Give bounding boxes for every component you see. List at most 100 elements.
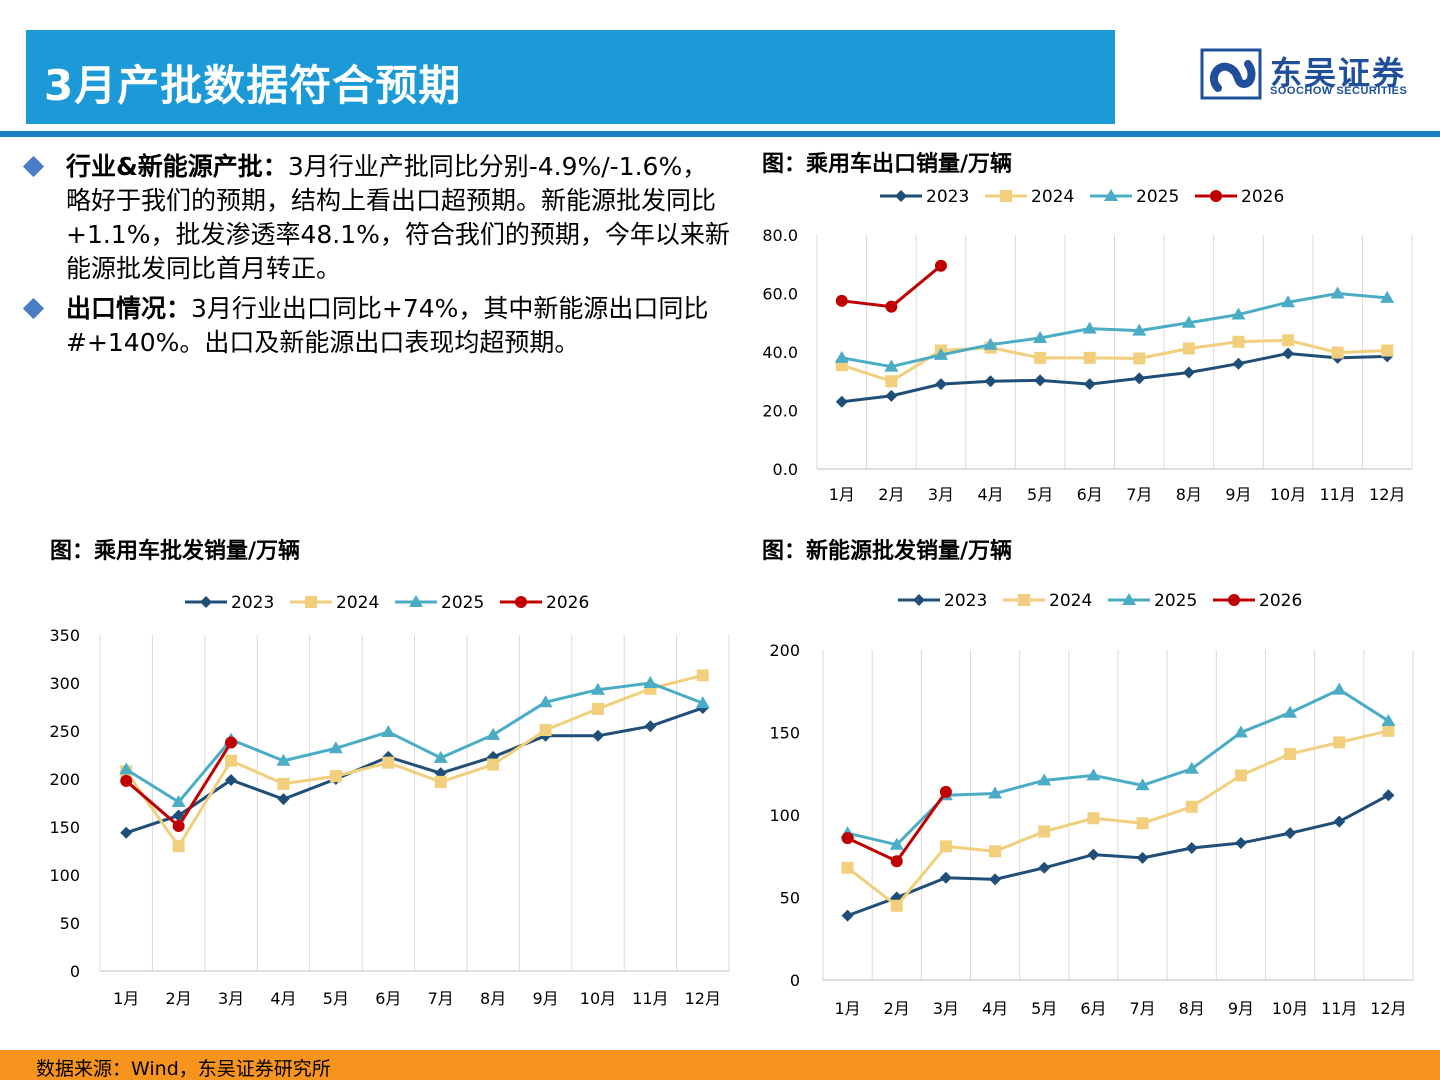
logo-cn-text: 东吴证券 [1270, 54, 1407, 92]
legend-label: 2024 [1049, 591, 1092, 611]
y-tick-label: 200 [769, 641, 800, 660]
company-logo: 东吴证券 SOOCHOW SECURITIES [1200, 44, 1420, 106]
x-tick-label: 4月 [977, 485, 1003, 504]
x-tick-label: 1月 [113, 989, 139, 1008]
data-point [934, 378, 947, 391]
data-point [1181, 315, 1196, 328]
data-point [538, 695, 553, 708]
data-point [835, 294, 848, 307]
x-tick-label: 3月 [933, 999, 959, 1018]
legend-marker [515, 596, 527, 608]
legend-marker [1210, 190, 1222, 202]
y-tick-label: 0 [790, 971, 800, 990]
y-tick-label: 350 [49, 626, 80, 645]
y-tick-label: 40.0 [762, 343, 798, 362]
x-tick-label: 9月 [532, 989, 558, 1008]
legend-label: 2025 [1154, 591, 1197, 611]
series-line-2026 [841, 264, 942, 309]
data-point [1136, 851, 1149, 864]
data-point [1282, 347, 1295, 360]
y-tick-label: 200 [49, 770, 80, 789]
series-2024 [841, 724, 1395, 912]
legend-item-2026: 2026 [1213, 591, 1302, 611]
x-tick-label: 3月 [928, 485, 954, 504]
legend-item-2024: 2024 [1003, 591, 1092, 611]
legend-marker [305, 596, 317, 608]
series-line-2024 [846, 729, 1389, 908]
y-tick-label: 150 [49, 818, 80, 837]
data-point [119, 762, 134, 775]
y-tick-label: 50 [60, 914, 80, 933]
data-point [1234, 837, 1247, 850]
series-2023 [841, 789, 1395, 922]
x-tick-label: 6月 [375, 989, 401, 1008]
data-point [834, 350, 849, 363]
x-tick-label: 9月 [1225, 485, 1251, 504]
series-2025 [119, 676, 710, 808]
data-point [1038, 861, 1051, 874]
legend-label: 2024 [336, 593, 379, 613]
data-point [885, 389, 898, 402]
data-point [1233, 725, 1248, 738]
data-point [1133, 372, 1146, 385]
y-tick-label: 0 [70, 962, 80, 981]
bullet-text: 3月行业出口同比+74%，其中新能源出口同比#+140%。出口及新能源出口表现均… [66, 294, 709, 357]
legend-item-2026: 2026 [500, 593, 589, 613]
legend-label: 2026 [1241, 187, 1284, 207]
x-tick-label: 7月 [1129, 999, 1155, 1018]
nev-chart-title: 图：新能源批发销量/万辆 [762, 539, 1013, 564]
legend-label: 2025 [1136, 187, 1179, 207]
wholesale-chart-title: 图：乘用车批发销量/万辆 [50, 539, 301, 564]
data-point [939, 840, 952, 853]
data-point [1232, 357, 1245, 370]
data-point [1136, 817, 1149, 830]
series-line-2025 [841, 291, 1388, 369]
data-point [933, 347, 948, 360]
legend: 2023 2024 2025 2026 [880, 187, 1284, 207]
bullet-list: 行业&新能源产批：3月行业产批同比分别-4.9%/-1.6%，略好于我们的预期，… [20, 150, 730, 366]
data-point [890, 855, 903, 868]
data-point [1381, 344, 1394, 357]
data-point [1185, 800, 1198, 813]
legend-item-2023: 2023 [880, 187, 969, 207]
data-point [841, 861, 854, 874]
data-point [644, 720, 657, 733]
legend-marker [1104, 189, 1118, 201]
data-point [988, 786, 1003, 799]
data-point [890, 899, 903, 912]
data-point [590, 682, 605, 695]
data-point [1083, 351, 1096, 364]
nev-chart: 0 50 100 150 200 1月 2月 3月 4月 5月 6月 7月 8月 9月 10月 11月 12月 2… [769, 591, 1414, 1018]
diamond-bullet-icon [22, 297, 45, 320]
x-tick-label: 10月 [580, 989, 616, 1008]
x-tick-label: 10月 [1270, 485, 1306, 504]
data-point [1182, 342, 1195, 355]
data-point [643, 676, 658, 688]
x-tick-label: 8月 [480, 989, 506, 1008]
x-tick-label: 6月 [1077, 485, 1103, 504]
bullet-text: 3月行业产批同比分别-4.9%/-1.6%，略好于我们的预期，结构上看出口超预期… [66, 152, 730, 283]
soochow-logo-icon [1200, 48, 1262, 100]
legend-label: 2026 [1259, 591, 1302, 611]
x-tick-label: 1月 [834, 999, 860, 1018]
series-2026 [120, 736, 238, 833]
bullet-label: 行业&新能源产批： [66, 152, 288, 181]
bullet-label: 出口情况： [66, 294, 192, 323]
legend-marker [1122, 593, 1136, 605]
x-tick-label: 12月 [1369, 485, 1405, 504]
legend-marker [1228, 594, 1240, 606]
diamond-bullet-icon [22, 155, 45, 178]
data-point [841, 832, 854, 845]
x-tick-label: 2月 [878, 485, 904, 504]
data-point [1380, 290, 1395, 303]
data-point [1381, 713, 1396, 726]
series-2023 [835, 347, 1394, 408]
data-point [939, 785, 952, 798]
legend-item-2023: 2023 [898, 591, 987, 611]
y-tick-label: 80.0 [762, 226, 798, 245]
data-point [984, 375, 997, 388]
title-bar: 3月产批数据符合预期 [26, 30, 1115, 124]
legend-marker [1000, 190, 1012, 202]
data-point [889, 837, 904, 850]
data-point [277, 777, 290, 790]
